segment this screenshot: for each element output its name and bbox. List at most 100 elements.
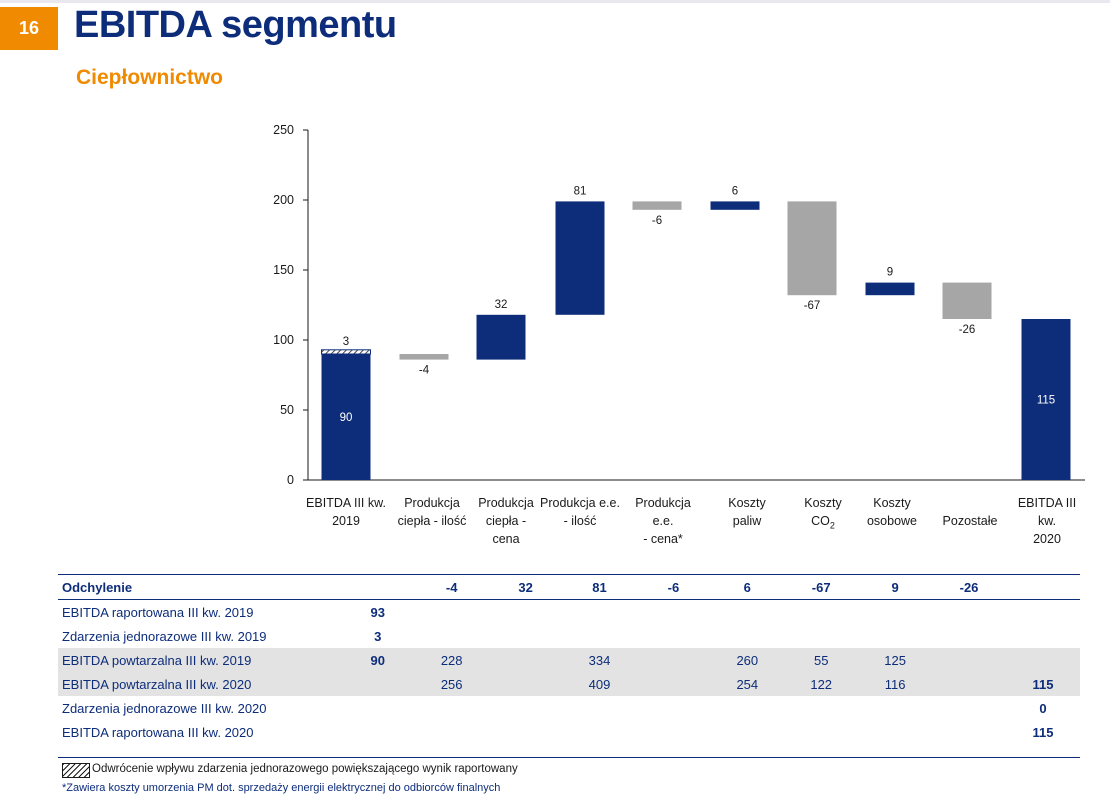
table-cell: 334 (562, 648, 637, 672)
table-cell (489, 600, 563, 625)
table-row: EBITDA powtarzalna III kw. 2020 256 409 … (58, 672, 1080, 696)
table-cell: -67 (784, 574, 859, 600)
table-cell (710, 600, 784, 625)
table-cell: EBITDA powtarzalna III kw. 2020 (58, 672, 341, 696)
waterfall-chart: 0 50 100 150 200 250 90 3 -4 32 81 -6 6 -67 9 -26 115 (273, 123, 1085, 487)
table-cell: 409 (562, 672, 637, 696)
category-label: Pozostałe (942, 514, 998, 528)
table-cell: EBITDA raportowana III kw. 2019 (62, 604, 254, 620)
table-cell (636, 720, 710, 744)
table-cell (415, 696, 489, 720)
page-number-badge: 16 (0, 7, 58, 50)
bar (942, 282, 992, 319)
table-header-row: Odchylenie -4 32 81 -6 6 -67 9 -26 (58, 574, 1080, 600)
bar-value-label: -4 (419, 365, 430, 377)
table-cell: Zdarzenia jednorazowe III kw. 2019 (62, 628, 267, 644)
table-cell (710, 720, 784, 744)
table-bottom-rule (58, 757, 1080, 758)
deviation-table: Odchylenie -4 32 81 -6 6 -67 9 -26 EBITD… (58, 574, 1080, 744)
y-tick-label: 250 (273, 123, 294, 137)
bar-value-label: 81 (574, 185, 587, 197)
table-cell: 228 (414, 648, 489, 672)
table-cell (636, 600, 710, 625)
bar-value-label: 3 (343, 336, 349, 348)
table-cell (636, 624, 710, 648)
table-cell (858, 600, 932, 625)
bar-value-label: 115 (1037, 395, 1055, 407)
table-cell: 9 (858, 574, 933, 600)
bar-value-label: -67 (804, 300, 821, 312)
table-cell (932, 648, 1006, 672)
category-label: Koszty CO2 (804, 496, 842, 531)
table-cell: -4 (414, 574, 489, 600)
table-cell (415, 600, 489, 625)
table-cell (1005, 648, 1080, 672)
bar-value-label: 32 (495, 299, 508, 311)
bar-value-label: 9 (887, 267, 893, 279)
y-tick-label: 50 (280, 403, 294, 417)
table-cell (415, 720, 489, 744)
y-tick-label: 150 (273, 263, 294, 277)
legend-text: Odwrócenie wpływu zdarzenia jednorazoweg… (92, 763, 518, 775)
table-cell (563, 624, 637, 648)
bar (632, 201, 682, 210)
table-cell: Zdarzenia jednorazowe III kw. 2020 (62, 700, 267, 716)
table-row: EBITDA powtarzalna III kw. 2019 90 228 3… (58, 648, 1080, 672)
table-cell (488, 648, 563, 672)
bar-value-label: -6 (652, 215, 662, 227)
bar (865, 282, 915, 296)
table-cell: 125 (858, 648, 933, 672)
table-cell (340, 672, 415, 696)
y-tick-label: 200 (273, 193, 294, 207)
table-cell: 6 (710, 574, 785, 600)
page-title: EBITDA segmentu (74, 4, 397, 46)
footnote: *Zawiera koszty umorzenia PM dot. sprzed… (62, 782, 501, 794)
bar (476, 314, 526, 360)
table-cell (932, 696, 1006, 720)
table-cell (932, 600, 1006, 625)
table-cell (784, 696, 858, 720)
table-cell (563, 600, 637, 625)
table-cell (932, 624, 1006, 648)
category-label: Koszty paliw (728, 496, 766, 528)
table-cell: EBITDA raportowana III kw. 2020 (62, 724, 254, 740)
table-cell (932, 720, 1006, 744)
bar (399, 354, 449, 360)
table-cell: 116 (858, 672, 933, 696)
table-cell (415, 624, 489, 648)
category-label: Produkcja e.e. - ilość (540, 496, 620, 528)
category-label: Produkcja ciepła - ilość (397, 496, 467, 528)
category-label: EBITDA III kw. 2019 (306, 496, 386, 528)
table-cell (784, 720, 858, 744)
table-cell: 115 (1032, 724, 1054, 740)
table-cell (1006, 624, 1080, 648)
bar-value-label: 90 (340, 412, 353, 424)
y-tick-label: 100 (273, 333, 294, 347)
table-cell: -6 (636, 574, 711, 600)
table-cell (858, 720, 932, 744)
hatch-legend-swatch (62, 763, 90, 778)
table-cell (563, 696, 637, 720)
category-label: Produkcja ciepła - cena (478, 496, 534, 546)
table-cell (710, 696, 784, 720)
table-cell: -26 (932, 574, 1006, 600)
section-subtitle: Ciepłownictwo (76, 66, 223, 89)
table-cell (341, 720, 415, 744)
category-label: EBITDA III kw. 2020 (1017, 496, 1077, 546)
table-cell (784, 600, 858, 625)
table-cell: 122 (784, 672, 859, 696)
table-row: EBITDA raportowana III kw. 2020 115 (58, 720, 1080, 744)
table-cell (784, 624, 858, 648)
table-cell (858, 696, 932, 720)
table-cell (488, 672, 563, 696)
table-cell (563, 720, 637, 744)
table-cell: 254 (710, 672, 785, 696)
table-row: EBITDA raportowana III kw. 2019 93 (58, 600, 1080, 625)
table-cell (858, 624, 932, 648)
category-label: Produkcja e.e. - cena* (635, 496, 691, 546)
table-cell (341, 696, 415, 720)
table-cell: 90 (340, 648, 415, 672)
table-cell (636, 648, 711, 672)
table-cell (636, 696, 710, 720)
table-cell (489, 696, 563, 720)
